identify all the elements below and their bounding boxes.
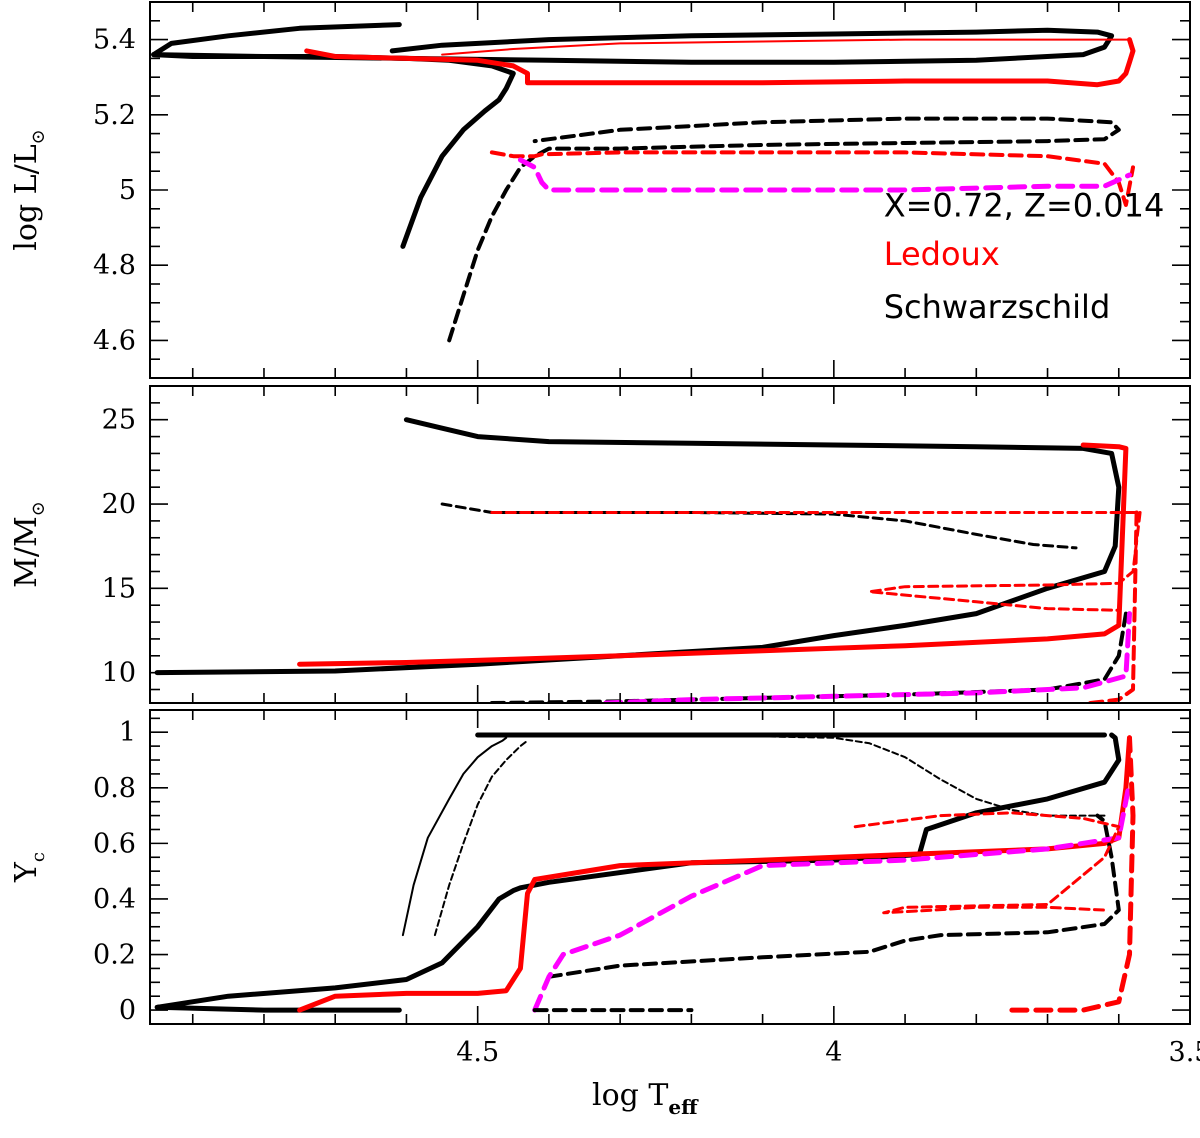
x-ticks-top <box>191 2 1191 378</box>
panel-top: 4.6 4.8 5 5.2 5.4 log L/L⊙ X=0.72, Z=0.014 Ledo… <box>9 1 1191 379</box>
y-tick-label: 15 <box>102 573 136 604</box>
y-ticks-top: 4.6 4.8 5 5.2 5.4 <box>93 1 1190 379</box>
series-bottom-2 <box>154 732 1122 1013</box>
annotation-0: X=0.72, Z=0.014 <box>884 186 1165 224</box>
y-axis-label-top: log L/L⊙ <box>9 129 49 250</box>
y-tick-label: 20 <box>102 489 136 520</box>
annotation-1: Ledoux <box>884 235 1000 273</box>
series-bottom-6 <box>547 734 1106 817</box>
series-top-4 <box>447 116 1121 343</box>
y-ticks-bottom: 0 0.2 0.4 0.6 0.8 1 <box>93 717 1190 1026</box>
y-tick-label: 4.6 <box>93 325 136 356</box>
x-tick-label: 4 <box>825 1037 842 1068</box>
x-ticks-middle <box>191 386 1191 703</box>
series-top-2 <box>304 37 1136 88</box>
series-middle-5 <box>603 611 1132 703</box>
y-axis-label-text: Y <box>9 861 44 883</box>
x-axis-label: log Teff <box>592 1078 699 1119</box>
y-axis-label-bottom: Yc <box>9 852 49 883</box>
y-tick-label: 10 <box>102 658 136 689</box>
series-bottom-8 <box>853 811 1121 915</box>
series-bottom-5 <box>546 813 1121 979</box>
y-axis-label-text: M/M <box>9 516 44 588</box>
series-group-bottom <box>154 732 1136 1013</box>
x-ticks-bottom <box>191 710 1191 1024</box>
x-axis-label-subscript: eff <box>668 1095 699 1119</box>
series-bottom-0 <box>401 736 508 937</box>
series-bottom-9 <box>1009 735 1136 1013</box>
y-tick-label: 4.8 <box>93 250 136 281</box>
y-tick-label: 25 <box>102 405 136 436</box>
y-tick-label: 0.6 <box>93 828 136 859</box>
y-tick-label: 0.2 <box>93 940 136 971</box>
y-axis-label-middle: M/M⊙ <box>9 501 49 588</box>
series-middle-0 <box>154 417 1122 676</box>
series-bottom-7 <box>532 779 1132 1013</box>
y-axis-label-text: log L/L <box>9 144 44 250</box>
frame-middle <box>149 385 1191 704</box>
y-tick-label: 5.2 <box>93 100 136 131</box>
y-axis-label-subscript: c <box>28 852 49 862</box>
y-tick-label: 0.4 <box>93 884 136 915</box>
series-top-1 <box>151 27 1115 65</box>
series-group-middle <box>154 417 1142 703</box>
series-middle-6 <box>1088 510 1139 703</box>
x-tick-labels: 4.5 4 3.5 <box>456 1037 1200 1068</box>
series-middle-1 <box>297 442 1129 667</box>
series-group-top <box>151 22 1136 343</box>
x-tick-label: 4.5 <box>456 1037 499 1068</box>
frame-bottom <box>149 709 1191 1025</box>
y-tick-label: 5 <box>119 175 136 206</box>
y-tick-label: 0.8 <box>93 773 136 804</box>
y-ticks-middle: 10 15 20 25 <box>102 385 1190 691</box>
series-top-3 <box>441 38 1131 56</box>
series-bottom-1 <box>433 739 529 937</box>
annotation-2: Schwarzschild <box>884 288 1111 326</box>
series-middle-3 <box>490 511 1142 612</box>
y-axis-label-subscript: ⊙ <box>28 501 49 516</box>
panel-bottom: 0 0.2 0.4 0.6 0.8 1 Yc <box>9 709 1191 1026</box>
y-tick-label: 5.4 <box>93 25 136 56</box>
series-top-6 <box>517 157 1132 193</box>
y-axis-label-subscript: ⊙ <box>28 129 49 144</box>
panel-middle: 10 15 20 25 M/M⊙ <box>9 385 1191 704</box>
series-middle-2 <box>440 502 1078 550</box>
series-top-5 <box>489 150 1135 207</box>
y-tick-label: 0 <box>119 995 136 1026</box>
y-tick-label: 1 <box>119 717 136 748</box>
x-tick-label: 3.5 <box>1169 1037 1200 1068</box>
